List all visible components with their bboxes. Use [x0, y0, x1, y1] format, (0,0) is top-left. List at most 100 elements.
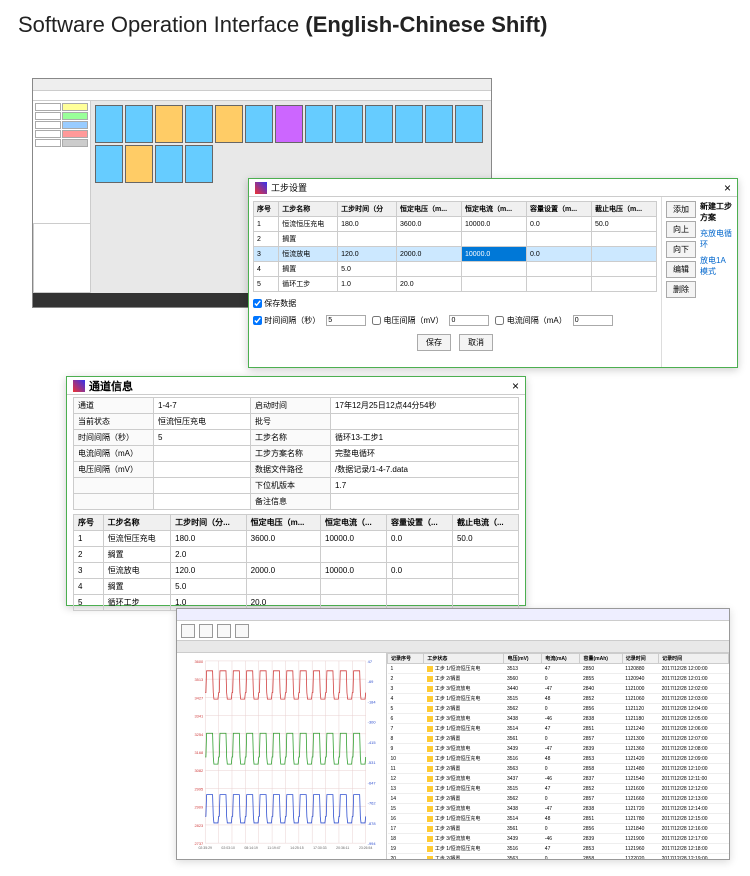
win4-tabs[interactable] — [177, 641, 729, 653]
step-row[interactable]: 3恒流放电120.02000.010000.00.0 — [254, 247, 657, 262]
data-row[interactable]: 18工步 3/恒流放电3439-46283911219002017/12/28 … — [388, 834, 729, 844]
col-header[interactable]: 工步名称 — [279, 202, 338, 217]
data-row[interactable]: 13工步 1/恒流恒压充电351547285211216002017/12/28… — [388, 784, 729, 794]
channel-tile[interactable] — [395, 105, 423, 143]
col-header: 容量设置（... — [387, 515, 453, 531]
channel-tile[interactable] — [95, 105, 123, 143]
win1-bottom-panel — [33, 223, 91, 293]
channel-tile[interactable] — [185, 105, 213, 143]
channel-tile[interactable] — [215, 105, 243, 143]
win2-titlebar[interactable]: 工步设置 × — [249, 179, 737, 197]
channel-tile[interactable] — [455, 105, 483, 143]
data-row[interactable]: 1工步 1/恒流恒压充电351347285011208802017/12/28 … — [388, 664, 729, 674]
svg-text:3341: 3341 — [194, 714, 203, 719]
side-button[interactable]: 编辑 — [666, 261, 696, 278]
col-header[interactable]: 容量(mAh) — [580, 654, 622, 664]
voltage-interval-input[interactable] — [449, 315, 489, 326]
data-row[interactable]: 16工步 1/恒流恒压充电351448285111217802017/12/28… — [388, 814, 729, 824]
col-header[interactable]: 容量设置（m... — [526, 202, 591, 217]
svg-text:2995: 2995 — [194, 786, 204, 791]
step-row[interactable]: 1恒流恒压充电180.03600.010000.00.050.0 — [254, 217, 657, 232]
time-interval-checkbox[interactable]: 时间间隔（秒） — [253, 315, 320, 326]
col-header: 工步时间（分... — [171, 515, 246, 531]
data-row[interactable]: 10工步 1/恒流恒压充电351648285311214202017/12/28… — [388, 754, 729, 764]
data-row[interactable]: 12工步 3/恒流放电3437-46283711215402017/12/28 … — [388, 774, 729, 784]
side-button[interactable]: 添加 — [666, 201, 696, 218]
data-row[interactable]: 2工步 2/搁置35600285511209402017/12/28 12:01… — [388, 674, 729, 684]
svg-text:3168: 3168 — [194, 750, 204, 755]
win1-menubar[interactable] — [33, 91, 491, 101]
col-header[interactable]: 截止电压（m... — [591, 202, 656, 217]
col-header: 序号 — [74, 515, 104, 531]
data-row[interactable]: 14工步 2/搁置35620285711216602017/12/28 12:1… — [388, 794, 729, 804]
side-button[interactable]: 删除 — [666, 281, 696, 298]
toolbar-icon[interactable] — [181, 624, 195, 638]
col-header[interactable]: 记录序号 — [388, 654, 424, 664]
save-data-checkbox[interactable]: 保存数据 — [253, 298, 296, 309]
data-row[interactable]: 19工步 1/恒流恒压充电351647285311219602017/12/28… — [388, 844, 729, 854]
data-row[interactable]: 17工步 2/搁置35610285611218402017/12/28 12:1… — [388, 824, 729, 834]
channel-tile[interactable] — [425, 105, 453, 143]
channel-tile[interactable] — [155, 105, 183, 143]
col-header[interactable]: 记录时间 — [622, 654, 658, 664]
col-header[interactable]: 电压(mV) — [504, 654, 542, 664]
channel-tile[interactable] — [125, 145, 153, 183]
toolbar-icon[interactable] — [235, 624, 249, 638]
data-row[interactable]: 4工步 1/恒流恒压充电351548285211210602017/12/28 … — [388, 694, 729, 704]
channel-tile[interactable] — [95, 145, 123, 183]
step-row[interactable]: 5循环工步1.020.0 — [254, 277, 657, 292]
win1-titlebar[interactable] — [33, 79, 491, 91]
close-icon[interactable]: × — [724, 181, 731, 195]
data-row[interactable]: 20工步 2/搁置35630285811220202017/12/28 12:1… — [388, 854, 729, 860]
step-row[interactable]: 2搁置 — [254, 232, 657, 247]
channel-tile[interactable] — [185, 145, 213, 183]
svg-text:-300: -300 — [368, 720, 377, 725]
svg-text:-415: -415 — [368, 740, 377, 745]
voltage-interval-checkbox[interactable]: 电压间隔（mV） — [372, 315, 443, 326]
toolbar-icon[interactable] — [199, 624, 213, 638]
plan-link[interactable]: 放电1A模式 — [700, 255, 733, 277]
win3-titlebar[interactable]: 通道信息 × — [67, 377, 525, 395]
plan-link[interactable]: 新建工步方案 — [700, 201, 733, 223]
step-row[interactable]: 4搁置5.0 — [254, 262, 657, 277]
col-header[interactable]: 恒定电压（m... — [397, 202, 462, 217]
col-header[interactable]: 工步时间（分 — [338, 202, 397, 217]
col-header[interactable]: 电流(mA) — [542, 654, 580, 664]
data-row[interactable]: 5工步 2/搁置35620285611211202017/12/28 12:04… — [388, 704, 729, 714]
channel-tile[interactable] — [125, 105, 153, 143]
current-interval-checkbox[interactable]: 电流间隔（mA） — [495, 315, 566, 326]
win4-titlebar[interactable] — [177, 609, 729, 621]
app-logo-icon — [73, 380, 85, 392]
save-button[interactable]: 保存 — [417, 334, 451, 351]
current-interval-input[interactable] — [573, 315, 613, 326]
step-table[interactable]: 序号工步名称工步时间（分恒定电压（m...恒定电流（m...容量设置（m...截… — [253, 201, 657, 292]
channel-tile[interactable] — [335, 105, 363, 143]
data-row[interactable]: 8工步 2/搁置35610285711213002017/12/28 12:07… — [388, 734, 729, 744]
side-button[interactable]: 向上 — [666, 221, 696, 238]
app-logo-icon — [255, 182, 267, 194]
toolbar-icon[interactable] — [217, 624, 231, 638]
col-header[interactable]: 记录时间 — [659, 654, 729, 664]
data-row[interactable]: 6工步 3/恒流放电3438-46283811211802017/12/28 1… — [388, 714, 729, 724]
col-header[interactable]: 恒定电流（m... — [462, 202, 527, 217]
close-icon[interactable]: × — [512, 379, 519, 393]
plan-link[interactable]: 充放电循环 — [700, 228, 733, 250]
channel-tile[interactable] — [155, 145, 183, 183]
data-row[interactable]: 15工步 3/恒流放电3438-47283811217202017/12/28 … — [388, 804, 729, 814]
channel-step-table: 序号工步名称工步时间（分...恒定电压（m...恒定电流（...容量设置（...… — [67, 512, 525, 613]
side-button[interactable]: 向下 — [666, 241, 696, 258]
col-header[interactable]: 序号 — [254, 202, 279, 217]
data-row[interactable]: 3工步 3/恒流放电3440-47284011210002017/12/28 1… — [388, 684, 729, 694]
data-row[interactable]: 7工步 1/恒流恒压充电351447285111212402017/12/28 … — [388, 724, 729, 734]
channel-tile[interactable] — [305, 105, 333, 143]
cancel-button[interactable]: 取消 — [459, 334, 493, 351]
time-interval-input[interactable] — [326, 315, 366, 326]
data-row[interactable]: 11工步 2/搁置35630285811214802017/12/28 12:1… — [388, 764, 729, 774]
channel-tile[interactable] — [245, 105, 273, 143]
channel-tile[interactable] — [365, 105, 393, 143]
svg-text:-762: -762 — [368, 801, 376, 806]
channel-tile[interactable] — [275, 105, 303, 143]
col-header[interactable]: 工步状态 — [424, 654, 504, 664]
data-viewer-window: 3600351334273341325431683082299529092823… — [176, 608, 730, 860]
data-row[interactable]: 9工步 3/恒流放电3439-47283911213602017/12/28 1… — [388, 744, 729, 754]
